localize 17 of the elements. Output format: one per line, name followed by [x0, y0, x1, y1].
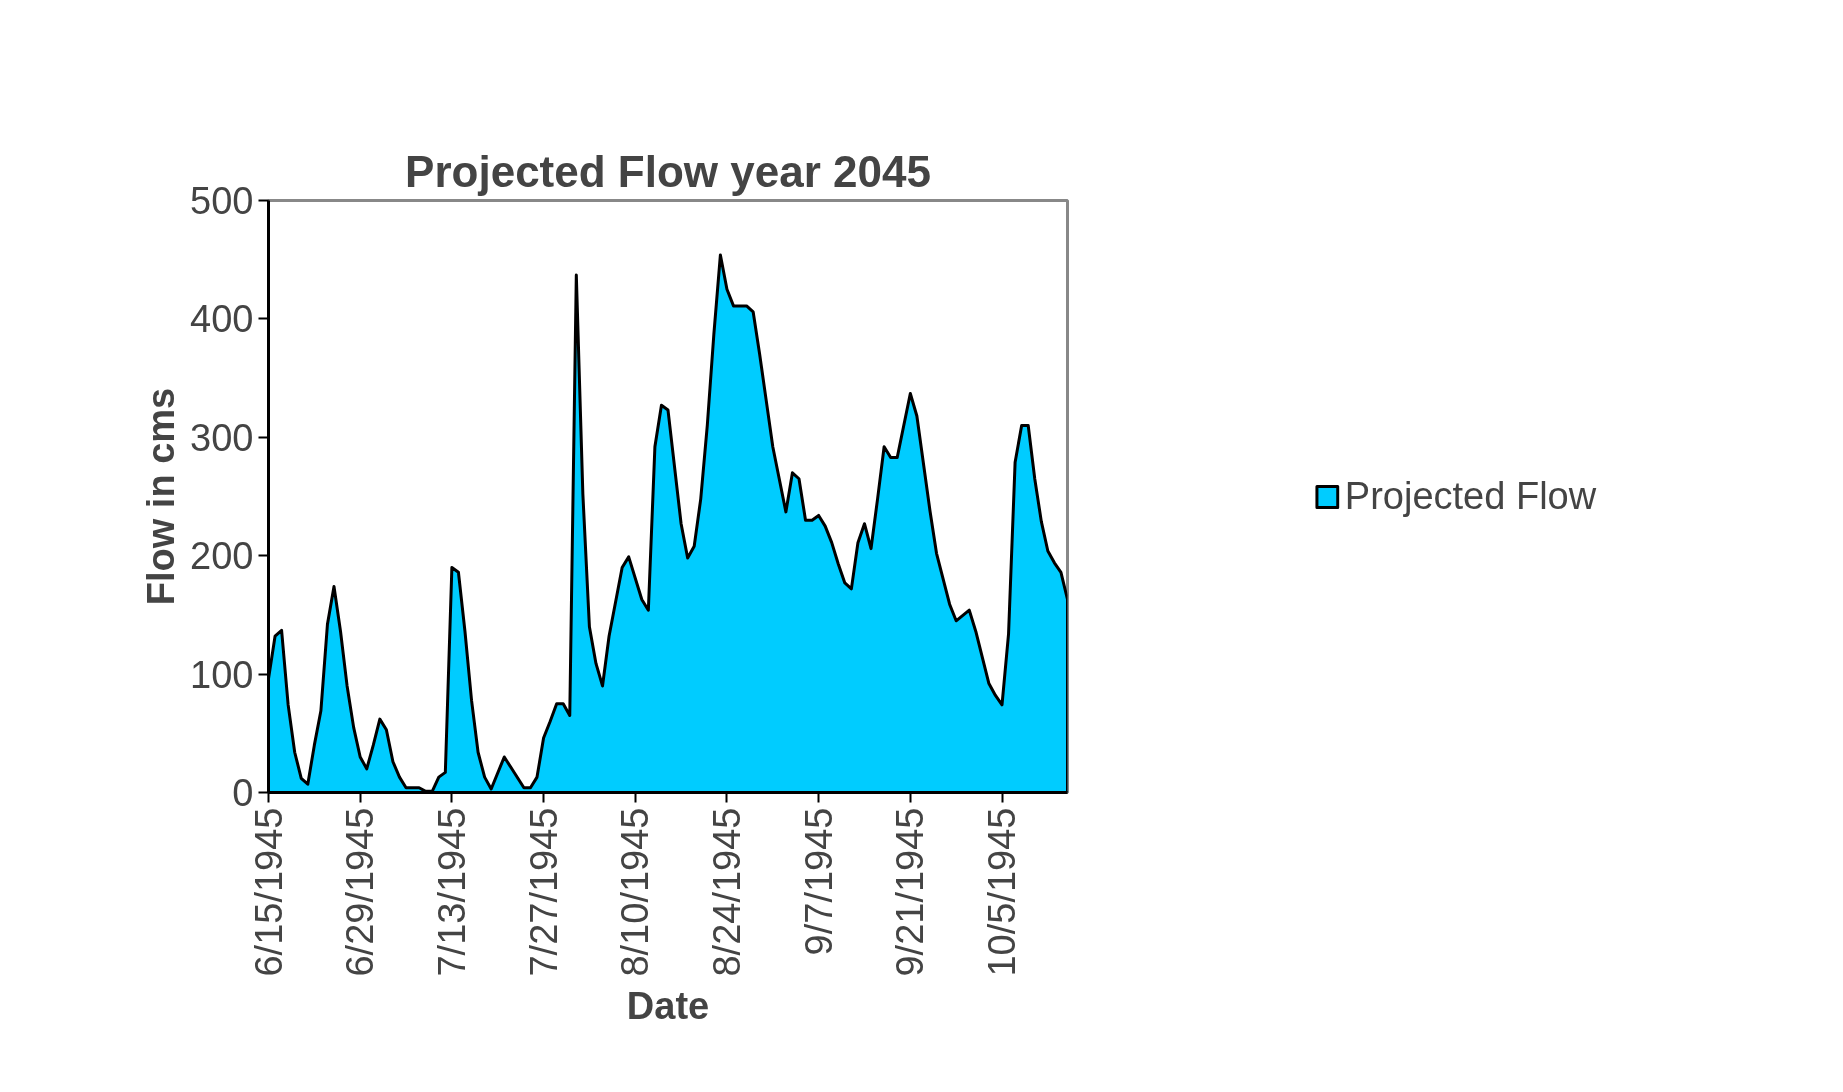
- x-tick-label: 10/5/1945: [981, 807, 1024, 977]
- y-axis-title: Flow in cms: [140, 387, 183, 606]
- x-tick-label: 9/7/1945: [797, 807, 840, 956]
- y-tick-label: 400: [190, 298, 254, 341]
- x-tick-label: 7/13/1945: [430, 807, 473, 977]
- x-tick-label: 6/29/1945: [339, 807, 382, 977]
- x-tick-label: 8/24/1945: [705, 807, 748, 977]
- chart-title: Projected Flow year 2045: [405, 146, 931, 196]
- x-tick-label: 9/21/1945: [889, 807, 932, 977]
- y-tick-label: 200: [190, 535, 254, 578]
- x-tick-label: 7/27/1945: [522, 807, 565, 977]
- legend-label: Projected Flow: [1344, 474, 1597, 518]
- y-tick-label: 500: [190, 180, 254, 222]
- y-tick-label: 100: [190, 653, 254, 696]
- x-axis-title: Date: [626, 984, 710, 1027]
- x-tick-label: 8/10/1945: [614, 807, 657, 977]
- y-tick-label: 300: [190, 416, 254, 459]
